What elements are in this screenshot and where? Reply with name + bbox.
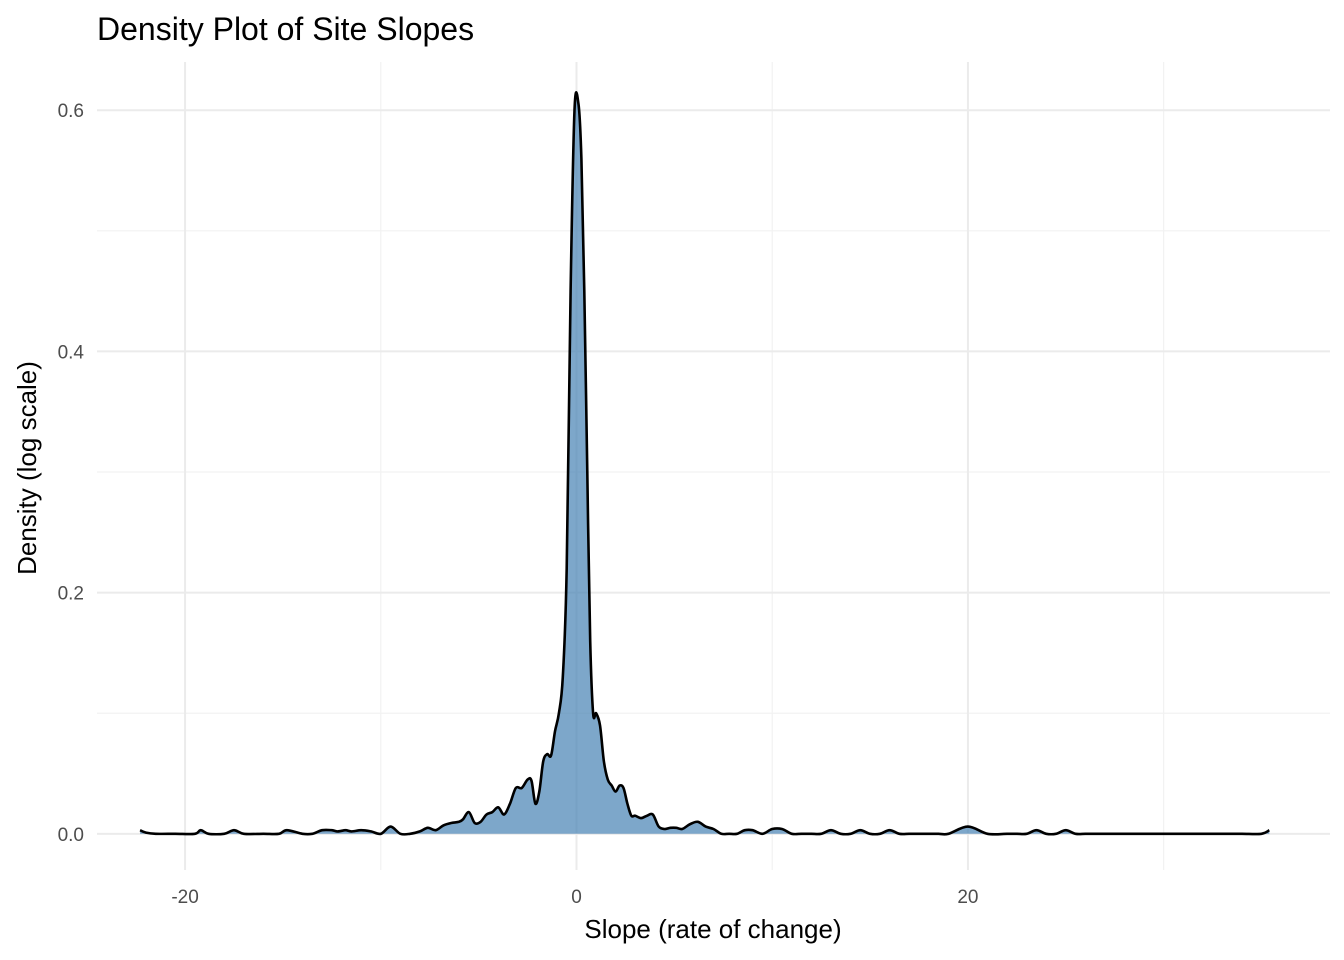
y-axis-ticks: 0.0 0.2 0.4 0.6	[58, 101, 85, 846]
y-axis-title: Density (log scale)	[12, 361, 42, 575]
chart-title: Density Plot of Site Slopes	[97, 11, 474, 47]
y-tick-label: 0.2	[58, 584, 84, 605]
x-tick-label: 20	[957, 887, 978, 908]
x-axis-title: Slope (rate of change)	[584, 914, 841, 944]
x-tick-label: 0	[571, 887, 582, 908]
y-tick-label: 0.0	[58, 825, 84, 846]
y-tick-label: 0.4	[58, 342, 85, 363]
density-line	[139, 91, 1270, 836]
x-axis-ticks: -20 0 20	[171, 887, 978, 908]
x-tick-label: -20	[171, 887, 198, 908]
y-tick-label: 0.6	[58, 101, 84, 122]
